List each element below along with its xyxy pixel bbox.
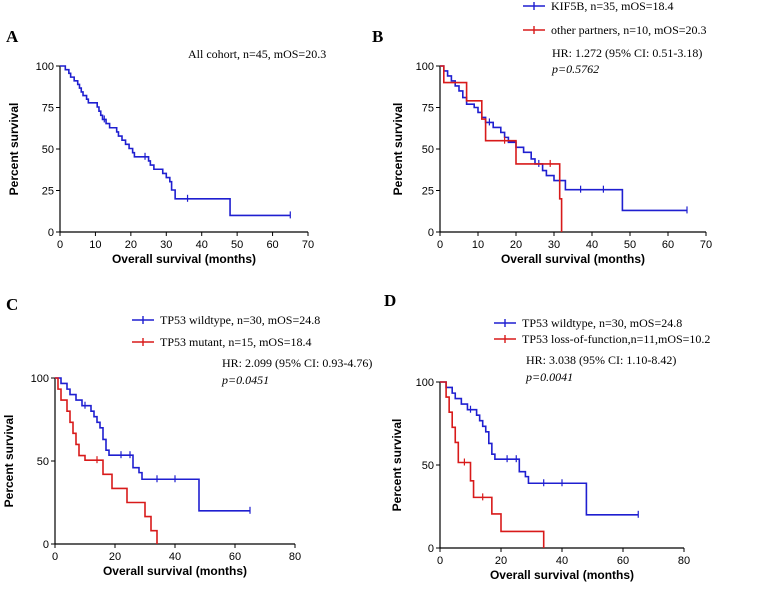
y-tick-label: 75 — [42, 103, 54, 115]
panel-letter: D — [384, 291, 396, 310]
y-tick-label: 50 — [42, 144, 54, 156]
panel-c: C 0 20 40 60 80 0 50 100 Overall survival (months… — [2, 295, 372, 578]
x-tick-label: 40 — [196, 239, 208, 251]
x-tick-label: 40 — [556, 555, 568, 567]
chart-title: All cohort, n=45, mOS=20.3 — [188, 47, 326, 61]
series-line — [55, 377, 250, 512]
hazard-ratio-text: HR: 2.099 (95% CI: 0.93-4.76) — [222, 356, 372, 370]
x-tick-label: 0 — [437, 239, 443, 251]
hazard-ratio-text: HR: 3.038 (95% CI: 1.10-8.42) — [526, 353, 676, 367]
panel-a: A 0 10 20 30 40 50 60 70 0 25 50 75 100 Overall surviv… — [6, 27, 326, 266]
y-axis-label: Percent survival — [391, 103, 405, 196]
x-tick-label: 40 — [586, 239, 598, 251]
series-line — [440, 65, 563, 232]
y-tick-label: 100 — [36, 61, 54, 73]
y-tick-label: 100 — [416, 61, 434, 73]
legend-label: TP53 loss-of-function,n=11,mOS=10.2 — [522, 332, 710, 346]
x-tick-label: 0 — [57, 239, 63, 251]
y-tick-label: 50 — [37, 456, 49, 468]
series-line — [440, 65, 687, 212]
x-tick-label: 20 — [125, 239, 137, 251]
x-tick-label: 30 — [548, 239, 560, 251]
x-axis-label: Overall survival (months) — [490, 568, 634, 582]
y-tick-label: 50 — [422, 460, 434, 472]
series-line — [440, 381, 545, 548]
x-tick-label: 10 — [89, 239, 101, 251]
x-tick-label: 70 — [700, 239, 712, 251]
x-tick-label: 50 — [231, 239, 243, 251]
y-tick-label: 25 — [42, 186, 54, 198]
x-tick-label: 80 — [289, 551, 301, 563]
x-tick-label: 20 — [495, 555, 507, 567]
legend-label: TP53 mutant, n=15, mOS=18.4 — [160, 335, 312, 349]
x-tick-label: 60 — [662, 239, 674, 251]
x-tick-label: 20 — [510, 239, 522, 251]
series-line — [60, 65, 291, 217]
x-tick-label: 80 — [678, 555, 690, 567]
x-tick-label: 60 — [229, 551, 241, 563]
y-tick-label: 25 — [422, 186, 434, 198]
panel-d: D 0 20 40 60 80 0 50 100 Overall survival (months… — [384, 291, 710, 582]
x-tick-label: 10 — [472, 239, 484, 251]
p-value-text: p=0.0451 — [221, 373, 269, 387]
x-tick-label: 40 — [169, 551, 181, 563]
y-tick-label: 100 — [416, 377, 434, 389]
x-tick-label: 0 — [437, 555, 443, 567]
panel-letter: A — [6, 27, 19, 46]
x-axis-label: Overall survival (months) — [112, 252, 256, 266]
panel-b: B 0 10 20 30 40 50 60 70 0 25 50 75 100 Overall surviv… — [372, 0, 712, 266]
y-tick-label: 50 — [422, 144, 434, 156]
y-tick-label: 100 — [31, 373, 49, 385]
hazard-ratio-text: HR: 1.272 (95% CI: 0.51-3.18) — [552, 46, 702, 60]
x-tick-label: 70 — [302, 239, 314, 251]
x-axis-label: Overall survival (months) — [501, 252, 645, 266]
series-line — [440, 381, 639, 516]
legend-label: KIF5B, n=35, mOS=18.4 — [551, 0, 674, 13]
x-axis-label: Overall survival (months) — [103, 564, 247, 578]
y-tick-label: 0 — [48, 227, 54, 239]
x-tick-label: 0 — [52, 551, 58, 563]
panel-letter: C — [6, 295, 18, 314]
x-tick-label: 60 — [266, 239, 278, 251]
y-axis-label: Percent survival — [7, 103, 21, 196]
p-value-text: p=0.0041 — [525, 370, 573, 384]
legend-label: other partners, n=10, mOS=20.3 — [551, 23, 707, 37]
x-tick-label: 30 — [160, 239, 172, 251]
y-tick-label: 0 — [428, 543, 434, 555]
panel-letter: B — [372, 27, 383, 46]
legend-label: TP53 wildtype, n=30, mOS=24.8 — [522, 316, 682, 330]
y-axis-label: Percent survival — [2, 415, 16, 508]
series-line — [55, 377, 158, 544]
x-tick-label: 20 — [109, 551, 121, 563]
y-axis-label: Percent survival — [390, 419, 404, 512]
y-tick-label: 0 — [428, 227, 434, 239]
p-value-text: p=0.5762 — [551, 62, 599, 76]
y-tick-label: 75 — [422, 103, 434, 115]
x-tick-label: 50 — [624, 239, 636, 251]
legend-label: TP53 wildtype, n=30, mOS=24.8 — [160, 313, 320, 327]
x-tick-label: 60 — [617, 555, 629, 567]
y-tick-label: 0 — [43, 539, 49, 551]
